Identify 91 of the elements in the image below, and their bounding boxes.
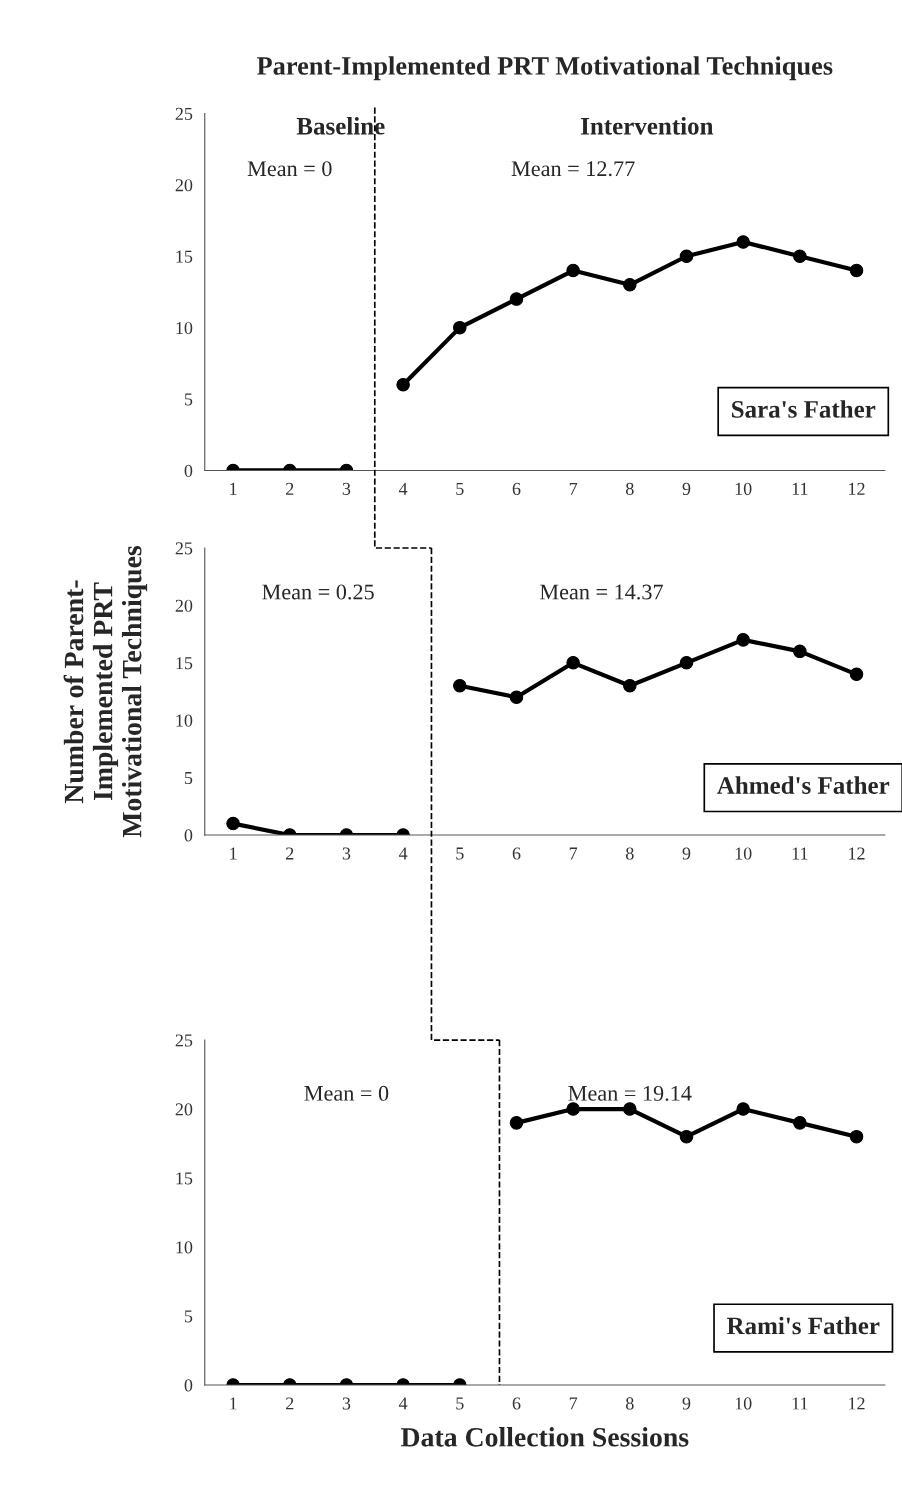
point bbox=[566, 656, 580, 670]
point bbox=[566, 263, 580, 278]
point bbox=[679, 1129, 694, 1144]
annotation: Ahmed's Father bbox=[717, 776, 890, 794]
point bbox=[623, 679, 637, 693]
point bbox=[509, 292, 524, 306]
x-tick-label: 3 bbox=[342, 847, 351, 860]
point bbox=[793, 644, 807, 659]
x-tick-label: 10 bbox=[735, 482, 752, 495]
y-tick-label: 25 bbox=[175, 542, 193, 555]
annotation: Mean = 19.14 bbox=[568, 1085, 692, 1101]
point bbox=[453, 679, 467, 693]
x-tick-label: 10 bbox=[735, 1397, 752, 1410]
x-tick-label: 8 bbox=[626, 1397, 634, 1410]
point bbox=[679, 249, 694, 264]
x-tick-label: 9 bbox=[682, 847, 691, 860]
x-tick-label: 12 bbox=[849, 1397, 865, 1410]
x-tick-label: 5 bbox=[456, 482, 464, 495]
point bbox=[453, 320, 467, 335]
x-tick-label: 6 bbox=[512, 1397, 521, 1410]
y-tick-label: 5 bbox=[184, 393, 193, 406]
x-tick-label: 2 bbox=[286, 847, 294, 860]
y-tick-label: 5 bbox=[184, 772, 193, 785]
y-tick-label: 0 bbox=[184, 464, 193, 477]
point bbox=[566, 1102, 580, 1116]
y-tick-label: 5 bbox=[184, 1310, 193, 1323]
point bbox=[849, 1129, 864, 1144]
x-tick-label: 4 bbox=[398, 1397, 408, 1410]
annotation: Mean = 0.25 bbox=[262, 584, 374, 600]
x-tick-label: 1 bbox=[230, 847, 237, 860]
y-tick-label: 15 bbox=[176, 1172, 193, 1185]
x-tick-label: 12 bbox=[849, 482, 865, 495]
annotation: Sara's Father bbox=[732, 400, 876, 418]
x-tick-label: 12 bbox=[849, 847, 865, 860]
x-tick-label: 4 bbox=[398, 482, 408, 495]
x-tick-label: 4 bbox=[398, 847, 408, 860]
point bbox=[849, 263, 864, 278]
x-tick-label: 7 bbox=[569, 1397, 578, 1410]
annotation: Mean = 0 bbox=[304, 1085, 389, 1101]
x-tick-label: 8 bbox=[626, 847, 634, 860]
y-tick-label: 25 bbox=[175, 1034, 193, 1047]
x-tick-label: 3 bbox=[342, 1397, 351, 1410]
x-tick-label: 11 bbox=[792, 847, 808, 860]
y-axis-title: Number of Parent- Implemented PRT Motivational Techniques bbox=[63, 545, 148, 838]
point bbox=[793, 1116, 807, 1130]
y-tick-label: 0 bbox=[184, 829, 193, 842]
x-tick-label: 9 bbox=[682, 1397, 691, 1410]
annotation: Rami's Father bbox=[726, 1316, 880, 1335]
point bbox=[793, 249, 807, 264]
x-tick-label: 5 bbox=[456, 847, 464, 860]
annotation: Baseline bbox=[296, 117, 385, 135]
point bbox=[509, 1116, 524, 1130]
x-tick-label: 1 bbox=[230, 482, 237, 495]
annotation: Mean = 14.37 bbox=[540, 584, 663, 600]
point bbox=[623, 1102, 637, 1116]
chart-title: Parent-Implemented PRT Motivational Techniques bbox=[256, 56, 833, 81]
point bbox=[509, 690, 524, 705]
y-tick-label: 10 bbox=[176, 1241, 193, 1254]
x-tick-label: 6 bbox=[512, 847, 521, 860]
x-tick-label: 1 bbox=[230, 1397, 237, 1410]
y-tick-label: 10 bbox=[176, 321, 193, 335]
y-tick-label: 20 bbox=[175, 599, 193, 612]
x-tick-label: 5 bbox=[456, 1397, 464, 1410]
point bbox=[736, 1102, 750, 1116]
y-tick-label: 20 bbox=[175, 179, 193, 192]
y-tick-label: 20 bbox=[175, 1103, 193, 1116]
point bbox=[623, 278, 637, 292]
annotation: Mean = 12.77 bbox=[511, 161, 635, 177]
x-tick-label: 6 bbox=[512, 482, 521, 495]
y-tick-label: 15 bbox=[176, 250, 193, 263]
y-tick-label: 25 bbox=[175, 107, 193, 120]
x-tick-label: 10 bbox=[735, 847, 752, 860]
x-tick-label: 9 bbox=[682, 482, 691, 495]
x-tick-label: 11 bbox=[792, 482, 808, 495]
point bbox=[679, 656, 694, 670]
x-tick-label: 7 bbox=[569, 847, 578, 860]
x-tick-label: 7 bbox=[569, 482, 578, 495]
annotation: Intervention bbox=[581, 117, 714, 135]
annotation: Mean = 0 bbox=[247, 161, 332, 177]
y-tick-label: 0 bbox=[184, 1379, 193, 1392]
point bbox=[736, 633, 750, 647]
x-tick-label: 2 bbox=[286, 1397, 294, 1410]
y-tick-label: 10 bbox=[176, 714, 193, 727]
x-tick-label: 11 bbox=[792, 1397, 808, 1410]
x-tick-label: 2 bbox=[286, 482, 294, 495]
x-tick-label: 3 bbox=[342, 482, 351, 495]
y-tick-label: 15 bbox=[176, 657, 193, 670]
point bbox=[849, 667, 864, 682]
x-tick-label: 8 bbox=[626, 482, 634, 495]
point bbox=[736, 235, 750, 249]
x-axis-title: Data Collection Sessions bbox=[401, 1427, 689, 1447]
